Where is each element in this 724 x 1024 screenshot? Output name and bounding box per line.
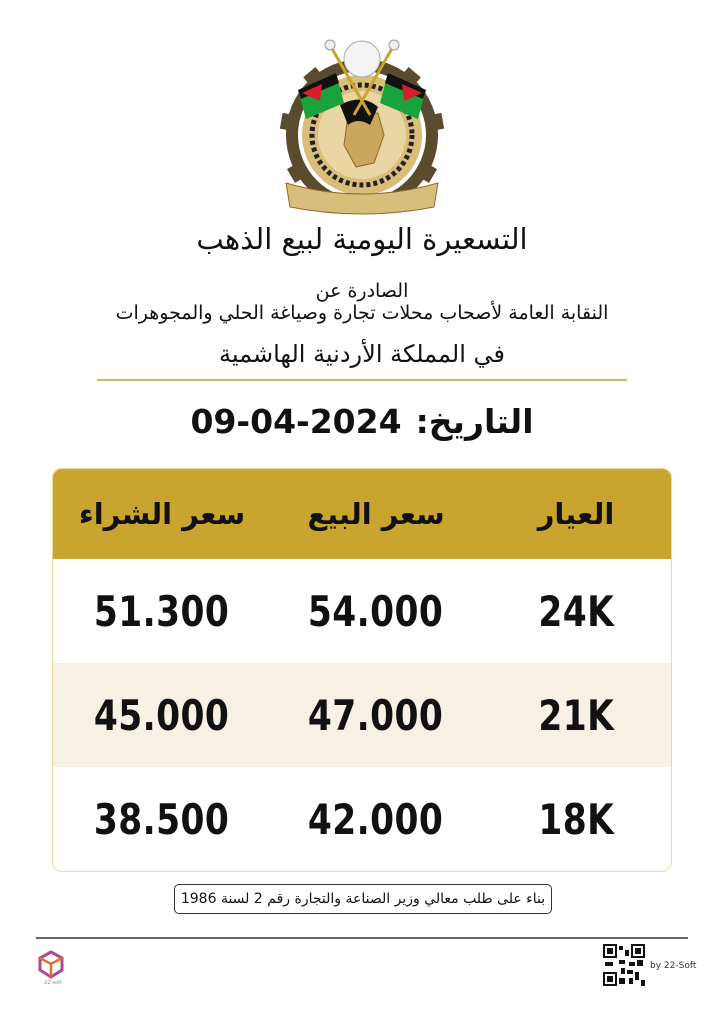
qr-code-icon[interactable]: [603, 944, 645, 986]
divider: [97, 379, 627, 381]
organization-name: النقابة العامة لأصحاب محلات تجارة وصياغة…: [115, 302, 609, 324]
sell-price-cell: 54.000: [308, 586, 444, 636]
footer-divider: [36, 937, 688, 939]
kingdom-name: في المملكة الأردنية الهاشمية: [218, 340, 506, 368]
brand-logo-icon: [38, 950, 64, 979]
karat-cell: 24K: [538, 586, 614, 636]
table-header: العيار سعر البيع سعر الشراء: [53, 469, 671, 559]
table-row: 24K 54.000 51.300: [53, 559, 671, 663]
sell-price-cell: 47.000: [308, 690, 444, 740]
legal-note: بناء على طلب معالي وزير الصناعة والتجارة…: [174, 884, 552, 914]
karat-cell: 21K: [538, 690, 614, 740]
credit-text: by 22-Soft: [650, 961, 697, 971]
column-header-karat: العيار: [537, 497, 615, 531]
date-label: التاريخ:: [415, 402, 534, 441]
price-table: العيار سعر البيع سعر الشراء 24K 54.000 5…: [52, 468, 672, 872]
flag-icon: [298, 73, 426, 119]
karat-cell: 18K: [538, 794, 614, 844]
issued-by-label: الصادرة عن: [315, 280, 409, 302]
table-row: 18K 42.000 38.500: [53, 767, 671, 871]
table-row: 21K 47.000 45.000: [53, 663, 671, 767]
date-line: التاريخ: 09-04-2024: [0, 402, 724, 441]
brand-small-text: 22-soft: [44, 980, 62, 986]
syndicate-logo: [279, 39, 445, 215]
page-title: التسعيرة اليومية لبيع الذهب: [196, 222, 528, 256]
sell-price-cell: 42.000: [308, 794, 444, 844]
column-header-sell: سعر البيع: [307, 497, 445, 531]
buy-price-cell: 38.500: [94, 794, 230, 844]
buy-price-cell: 45.000: [94, 690, 230, 740]
buy-price-cell: 51.300: [94, 586, 230, 636]
date-value: 09-04-2024: [190, 402, 402, 441]
column-header-buy: سعر الشراء: [78, 497, 246, 531]
